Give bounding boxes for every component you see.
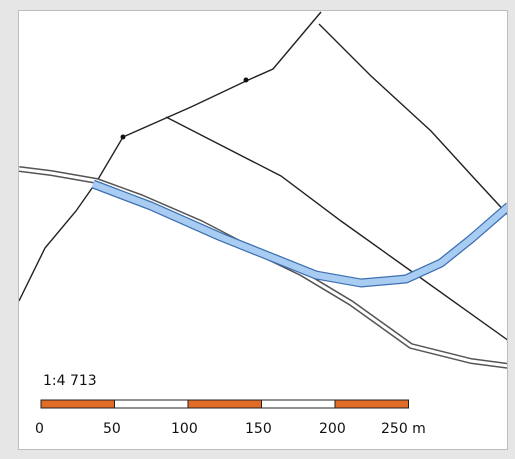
scalebar-tick-label: 0 xyxy=(35,421,44,437)
scalebar-segment xyxy=(114,399,189,409)
scalebar-tick-label: 250 m xyxy=(381,421,426,437)
scale-ratio-label: 1:4 713 xyxy=(43,373,97,389)
scalebar-tick-label: 150 xyxy=(245,421,272,437)
scalebar-segment xyxy=(261,399,336,409)
scalebar-tick-label: 50 xyxy=(103,421,121,437)
boundary-nodes xyxy=(120,77,249,140)
scalebar xyxy=(40,399,409,409)
scalebar-segment xyxy=(334,399,409,409)
map-viewport[interactable]: 1:4 713 0 50 100 150 200 250 m xyxy=(18,10,508,450)
node-marker xyxy=(120,134,126,140)
scalebar-tick-label: 100 xyxy=(171,421,198,437)
scalebar-segment xyxy=(40,399,115,409)
scalebar-segment xyxy=(187,399,262,409)
map-canvas[interactable] xyxy=(19,11,508,450)
node-marker xyxy=(243,77,249,83)
river-water xyxy=(91,180,507,287)
river xyxy=(91,179,507,288)
boundary-line-northeast xyxy=(318,23,507,215)
boundary-line-central xyxy=(165,116,507,341)
boundary-lines xyxy=(19,11,507,341)
scalebar-tick-label: 200 xyxy=(319,421,346,437)
